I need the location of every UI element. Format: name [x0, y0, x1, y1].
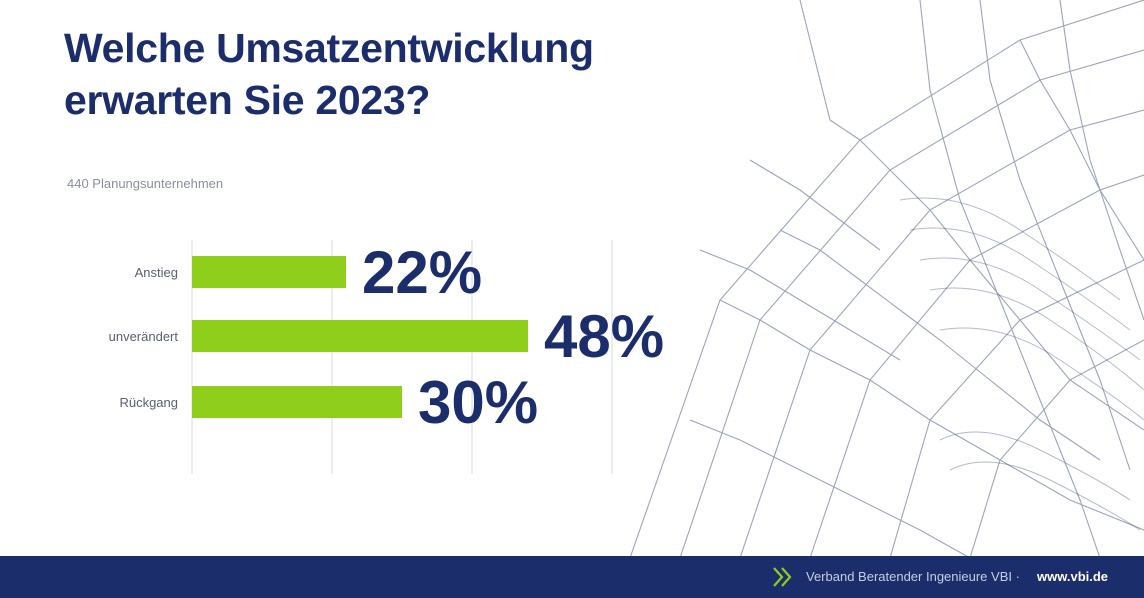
title-line-2: erwarten Sie 2023?	[64, 77, 431, 123]
bar-chart: Anstieg 22% unverändert 48% Rückgang 30%	[109, 239, 664, 474]
value-label-1: 48%	[544, 303, 664, 370]
chart-subtitle: 440 Planungsunternehmen	[67, 176, 224, 191]
category-label-1: unverändert	[109, 329, 179, 344]
double-chevron-icon	[773, 567, 792, 587]
footer-bar: Verband Beratender Ingenieure VBI · www.…	[0, 556, 1144, 598]
title-line-1: Welche Umsatzentwicklung	[64, 25, 594, 71]
page-title: Welche Umsatzentwicklung erwarten Sie 20…	[64, 22, 594, 126]
category-label-2: Rückgang	[119, 395, 178, 410]
bar-2	[192, 386, 402, 418]
footer-organization: Verband Beratender Ingenieure VBI ·	[806, 569, 1020, 584]
value-label-2: 30%	[418, 369, 538, 436]
bar-0	[192, 256, 346, 288]
category-label-0: Anstieg	[135, 265, 178, 280]
value-label-0: 22%	[362, 239, 482, 306]
bar-1	[192, 320, 528, 352]
footer-website-link[interactable]: www.vbi.de	[1037, 569, 1109, 584]
building-wireframe-illustration	[629, 0, 1144, 558]
